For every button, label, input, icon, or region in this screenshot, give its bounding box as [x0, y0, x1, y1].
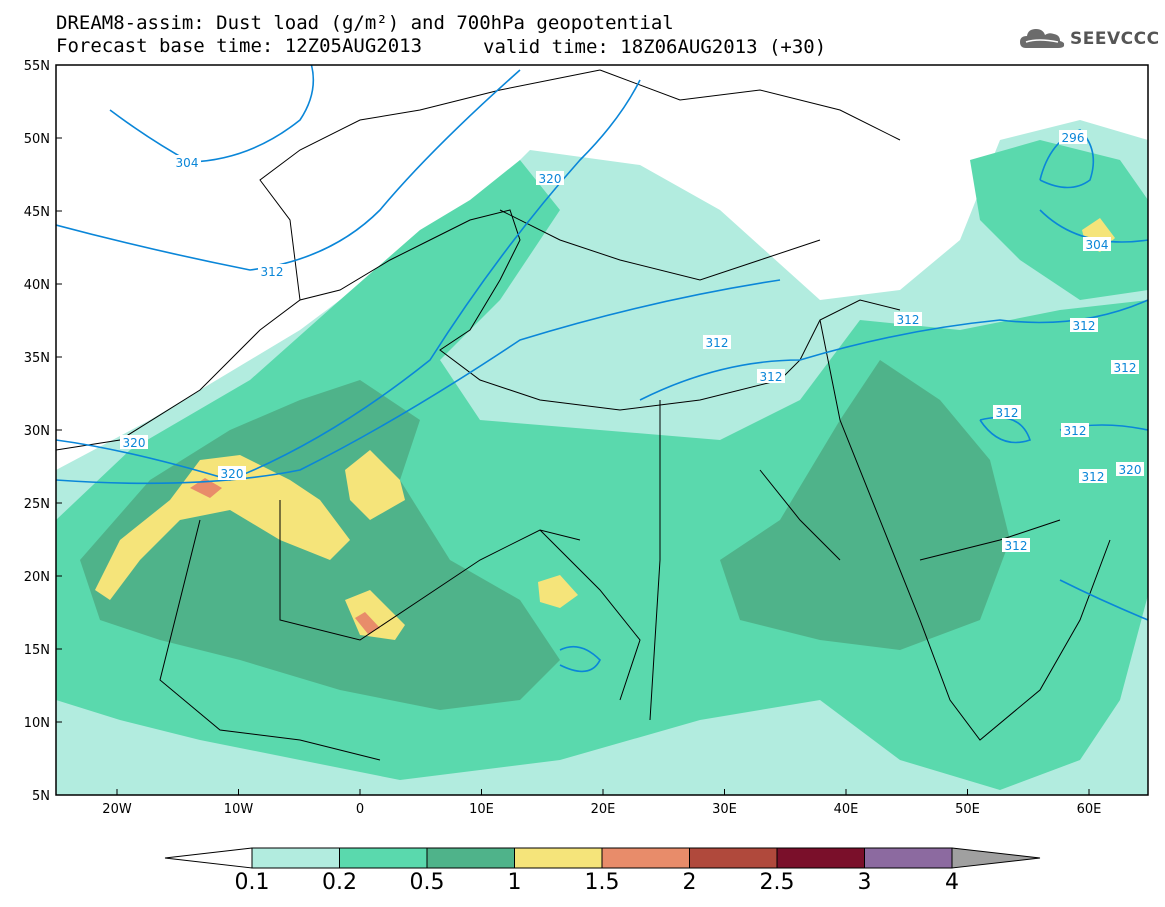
dust-band-1 — [95, 455, 350, 600]
colorbar-tick-label: 1 — [507, 870, 522, 895]
colorbar-tick-label: 0.1 — [234, 870, 270, 895]
dust-band-0-5-arabia — [720, 360, 1010, 650]
contour-label: 312 — [996, 406, 1019, 420]
geopotential-contours — [56, 65, 1148, 673]
lon-tick-label: 30E — [712, 802, 737, 817]
contour-label-bg — [536, 171, 564, 185]
contour-label-bg — [1111, 360, 1139, 374]
lat-tick-label: 25N — [24, 497, 50, 512]
lon-tick-label: 10W — [224, 802, 254, 817]
valid-time: valid time: 18Z06AUG2013 (+30) — [483, 36, 827, 58]
contour-label: 304 — [176, 156, 199, 170]
dust-band-1-d — [538, 575, 578, 608]
colorbar-left-arrow — [164, 847, 253, 869]
seevccc-logo: SEEVCCC — [1018, 26, 1160, 52]
contour-label-bg — [894, 312, 922, 326]
dust-band-1-b — [345, 450, 405, 520]
contour-label: 320 — [1119, 463, 1142, 477]
contour-label: 312 — [760, 370, 783, 384]
lat-tick-label: 50N — [24, 132, 50, 147]
contour-label-bg — [1070, 318, 1098, 332]
lon-tick-label: 20W — [102, 802, 132, 817]
colorbar-tick-label: 0.2 — [322, 870, 357, 895]
colorbar-tick-label: 2.5 — [759, 870, 795, 895]
lat-tick-label: 10N — [24, 716, 50, 731]
lat-tick-label: 35N — [24, 351, 50, 366]
colorbar-tick-label: 1.5 — [584, 870, 620, 895]
contour-label-bg — [1059, 130, 1087, 144]
contour-label: 296 — [1062, 131, 1085, 145]
colorbar-swatch — [339, 847, 428, 869]
dust-band-1-5-b — [355, 612, 380, 634]
logo-text: SEEVCCC — [1070, 29, 1160, 49]
colorbar-swatch — [251, 847, 340, 869]
lon-tick-label: 50E — [955, 802, 980, 817]
lat-tick-label: 15N — [24, 643, 50, 658]
lat-tick-label: 5N — [32, 789, 50, 804]
contour-labels: 304 312 320 320 320 296 304 312 312 312 312 312 312 3… — [120, 130, 1144, 553]
contour-label: 312 — [1073, 319, 1096, 333]
colorbar-swatch — [601, 847, 690, 869]
colorbar-swatch — [689, 847, 778, 869]
contour-label: 320 — [221, 467, 244, 481]
contour-label-bg — [173, 155, 201, 169]
colorbar-tick-label: 2 — [682, 870, 697, 895]
contour-label: 312 — [1082, 470, 1105, 484]
colorbar — [164, 847, 1041, 869]
colorbar-tick-label: 3 — [857, 870, 872, 895]
colorbar-right-arrow — [951, 847, 1041, 869]
contour-label-bg — [258, 264, 286, 278]
contour-label: 312 — [1114, 361, 1137, 375]
lat-tick-label: 45N — [24, 205, 50, 220]
dust-band-1-c — [345, 590, 405, 640]
colorbar-tick-label: 4 — [945, 870, 959, 895]
colorbar-swatch — [776, 847, 865, 869]
contour-label-bg — [1116, 462, 1144, 476]
contour-label-bg — [757, 369, 785, 383]
lon-tick-label: 20E — [591, 802, 616, 817]
contour-label-bg — [1002, 538, 1030, 552]
map-title: DREAM8-assim: Dust load (g/m²) and 700hP… — [56, 12, 674, 34]
colorbar-swatch — [864, 847, 953, 869]
colorbar-swatch — [426, 847, 515, 869]
colorbar-tick-label: 0.5 — [409, 870, 445, 895]
dust-band-1-5 — [190, 478, 222, 498]
lon-tick-label: 60E — [1077, 802, 1102, 817]
lon-tick-label: 0 — [356, 802, 364, 817]
contour-label-bg — [703, 335, 731, 349]
dust-band-0-2-east — [970, 140, 1148, 300]
contour-label-bg — [993, 405, 1021, 419]
contour-label: 312 — [897, 313, 920, 327]
contour-label: 320 — [539, 172, 562, 186]
contour-label-bg — [120, 435, 148, 449]
forecast-base-time: Forecast base time: 12Z05AUG2013 — [56, 35, 423, 57]
latitude-labels: 55N 50N 45N 40N 35N 30N 25N 20N 15N 10N 5N — [24, 59, 62, 804]
lat-tick-label: 20N — [24, 570, 50, 585]
contour-label-bg — [218, 466, 246, 480]
colorbar-swatch — [514, 847, 603, 869]
lon-tick-label: 10E — [469, 802, 494, 817]
contour-label-bg — [1079, 469, 1107, 483]
borders — [56, 69, 1111, 761]
contour-label: 312 — [1005, 539, 1028, 553]
contour-label-bg — [1083, 237, 1111, 251]
lat-tick-label: 30N — [24, 424, 50, 439]
cloud-icon — [1020, 29, 1065, 48]
lat-tick-label: 55N — [24, 59, 50, 74]
contour-label: 312 — [706, 336, 729, 350]
contour-label: 304 — [1086, 238, 1109, 252]
lon-tick-label: 40E — [834, 802, 859, 817]
contour-label-bg — [1061, 423, 1089, 437]
longitude-labels: 20W 10W 0 10E 20E 30E 40E 50E 60E — [102, 789, 1101, 817]
contour-label: 320 — [123, 436, 146, 450]
lat-tick-label: 40N — [24, 278, 50, 293]
contour-label: 312 — [1064, 424, 1087, 438]
contour-label: 312 — [261, 265, 284, 279]
map-plot-area — [56, 65, 1148, 795]
